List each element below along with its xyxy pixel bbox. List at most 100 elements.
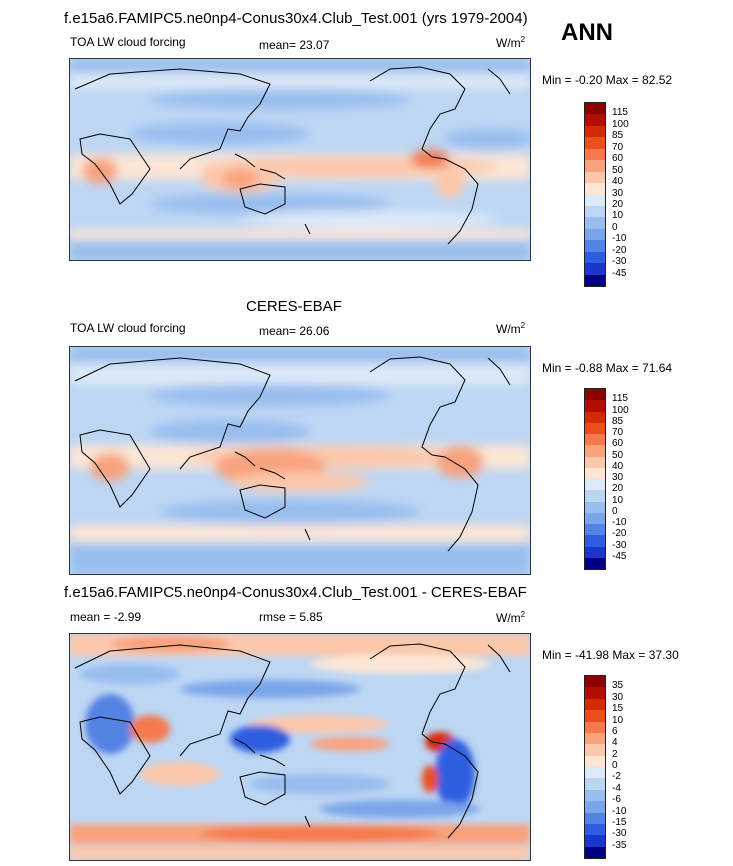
colorbar-swatch bbox=[585, 732, 605, 745]
panel2-colorbar-labels: 115 100 85 70 60 50 40 30 20 10 0 -10 -20 -30 -45 bbox=[612, 388, 652, 568]
panel3-map bbox=[69, 633, 531, 861]
colorbar-tick-label: 70 bbox=[612, 427, 624, 438]
colorbar-tick-label: 100 bbox=[612, 404, 629, 416]
colorbar-swatch bbox=[585, 823, 605, 836]
colorbar-tick-label: -20 bbox=[612, 244, 627, 256]
colorbar-tick-label: 10 bbox=[612, 210, 624, 222]
panel2-mean: mean= 26.06 bbox=[259, 324, 329, 338]
panel2-minmax: Min = -0.88 Max = 71.64 bbox=[542, 361, 673, 375]
colorbar-tick-label: -35 bbox=[612, 839, 627, 851]
colorbar-tick-label: -15 bbox=[612, 816, 627, 828]
colorbar-swatch bbox=[585, 160, 605, 172]
colorbar-tick-label: -6 bbox=[612, 794, 621, 806]
colorbar-tick-label: -10 bbox=[612, 805, 627, 817]
panel2-mean-label: mean= bbox=[259, 324, 297, 338]
colorbar-swatch bbox=[585, 744, 605, 756]
colorbar-tick-label: -10 bbox=[612, 233, 627, 245]
colorbar-tick-label: 40 bbox=[612, 460, 624, 472]
panel3-subtitle: f.e15a6.FAMIPC5.ne0np4-Conus30x4.Club_Te… bbox=[64, 584, 527, 601]
colorbar-tick-label: -45 bbox=[612, 267, 627, 279]
colorbar-swatch bbox=[585, 524, 605, 536]
colorbar-tick-label: 100 bbox=[612, 118, 629, 130]
colorbar-tick-label: 15 bbox=[612, 703, 624, 715]
panel1-map bbox=[69, 58, 531, 261]
colorbar-swatch bbox=[585, 846, 605, 858]
colorbar-swatch bbox=[585, 490, 605, 502]
colorbar-swatch bbox=[585, 228, 605, 241]
panel3-mean-value: -2.99 bbox=[113, 610, 142, 624]
colorbar-tick-label: 85 bbox=[612, 415, 624, 427]
colorbar-swatch bbox=[585, 778, 605, 790]
panel3-rmse-label: rmse = bbox=[259, 610, 297, 624]
colorbar-swatch bbox=[585, 546, 605, 558]
colorbar-tick-label: 0 bbox=[612, 505, 618, 517]
colorbar-tick-label: -45 bbox=[612, 550, 627, 562]
colorbar-swatch bbox=[585, 479, 605, 491]
panel3-rmse: rmse = 5.85 bbox=[259, 610, 323, 624]
panel3-units: W/m2 bbox=[496, 610, 525, 625]
colorbar-tick-label: -20 bbox=[612, 528, 627, 540]
colorbar-swatch bbox=[585, 205, 605, 218]
panel1-colorbar bbox=[584, 102, 606, 287]
colorbar-tick-label: 4 bbox=[612, 737, 618, 749]
colorbar-swatch bbox=[585, 721, 605, 733]
panel1-units: W/m2 bbox=[496, 35, 525, 50]
colorbar-swatch bbox=[585, 137, 605, 149]
colorbar-swatch bbox=[585, 434, 605, 446]
colorbar-swatch bbox=[585, 512, 605, 524]
colorbar-tick-label: -30 bbox=[612, 256, 627, 268]
panel1-mean-label: mean= bbox=[259, 38, 297, 52]
colorbar-swatch bbox=[585, 217, 605, 229]
panel3-colorbar bbox=[584, 675, 606, 859]
colorbar-swatch bbox=[585, 194, 605, 206]
colorbar-tick-label: 40 bbox=[612, 176, 624, 188]
colorbar-swatch bbox=[585, 812, 605, 824]
colorbar-swatch bbox=[585, 114, 605, 126]
colorbar-swatch bbox=[585, 274, 605, 286]
panel1-units-text: W/m bbox=[496, 36, 521, 50]
panel3-mean-label: mean = bbox=[70, 610, 111, 624]
colorbar-swatch bbox=[585, 103, 605, 115]
panel2-map bbox=[69, 346, 531, 575]
colorbar-tick-label: 85 bbox=[612, 130, 624, 142]
colorbar-tick-label: 115 bbox=[612, 393, 628, 405]
colorbar-tick-label: 30 bbox=[612, 187, 624, 199]
panel2-units-sup: 2 bbox=[520, 321, 526, 330]
panel2-subtitle: CERES-EBAF bbox=[246, 298, 342, 315]
colorbar-tick-label: 0 bbox=[612, 760, 618, 771]
colorbar-tick-label: 60 bbox=[612, 438, 624, 450]
panel2-colorbar bbox=[584, 388, 606, 570]
panel3-mean: mean = -2.99 bbox=[70, 610, 141, 624]
colorbar-swatch bbox=[585, 676, 605, 688]
colorbar-swatch bbox=[585, 501, 605, 513]
colorbar-swatch bbox=[585, 240, 605, 252]
colorbar-tick-label: 30 bbox=[612, 691, 624, 703]
colorbar-swatch bbox=[585, 445, 605, 457]
season-label: ANN bbox=[561, 19, 613, 46]
colorbar-tick-label: -10 bbox=[612, 517, 627, 528]
colorbar-swatch bbox=[585, 251, 605, 264]
colorbar-tick-label: -4 bbox=[612, 782, 621, 794]
colorbar-swatch bbox=[585, 148, 605, 161]
colorbar-tick-label: 6 bbox=[612, 725, 618, 737]
panel1-minmax: Min = -0.20 Max = 82.52 bbox=[542, 73, 673, 87]
colorbar-swatch bbox=[585, 710, 605, 722]
colorbar-swatch bbox=[585, 835, 605, 847]
colorbar-tick-label: 35 bbox=[612, 680, 624, 692]
colorbar-tick-label: 70 bbox=[612, 141, 624, 153]
colorbar-swatch bbox=[585, 557, 605, 569]
panel3-units-text: W/m bbox=[496, 611, 521, 625]
panel2-units-text: W/m bbox=[496, 322, 521, 336]
colorbar-swatch bbox=[585, 400, 605, 412]
colorbar-tick-label: 20 bbox=[612, 198, 624, 210]
colorbar-swatch bbox=[585, 789, 605, 802]
colorbar-tick-label: 60 bbox=[612, 153, 624, 165]
colorbar-swatch bbox=[585, 755, 605, 767]
panel2-units: W/m2 bbox=[496, 321, 525, 336]
colorbar-swatch bbox=[585, 467, 605, 479]
colorbar-swatch bbox=[585, 389, 605, 401]
panel1-mean-value: 23.07 bbox=[299, 38, 330, 52]
colorbar-swatch bbox=[585, 171, 605, 184]
panel2-variable: TOA LW cloud forcing bbox=[70, 321, 186, 335]
panel3-minmax: Min = -41.98 Max = 37.30 bbox=[542, 648, 679, 662]
